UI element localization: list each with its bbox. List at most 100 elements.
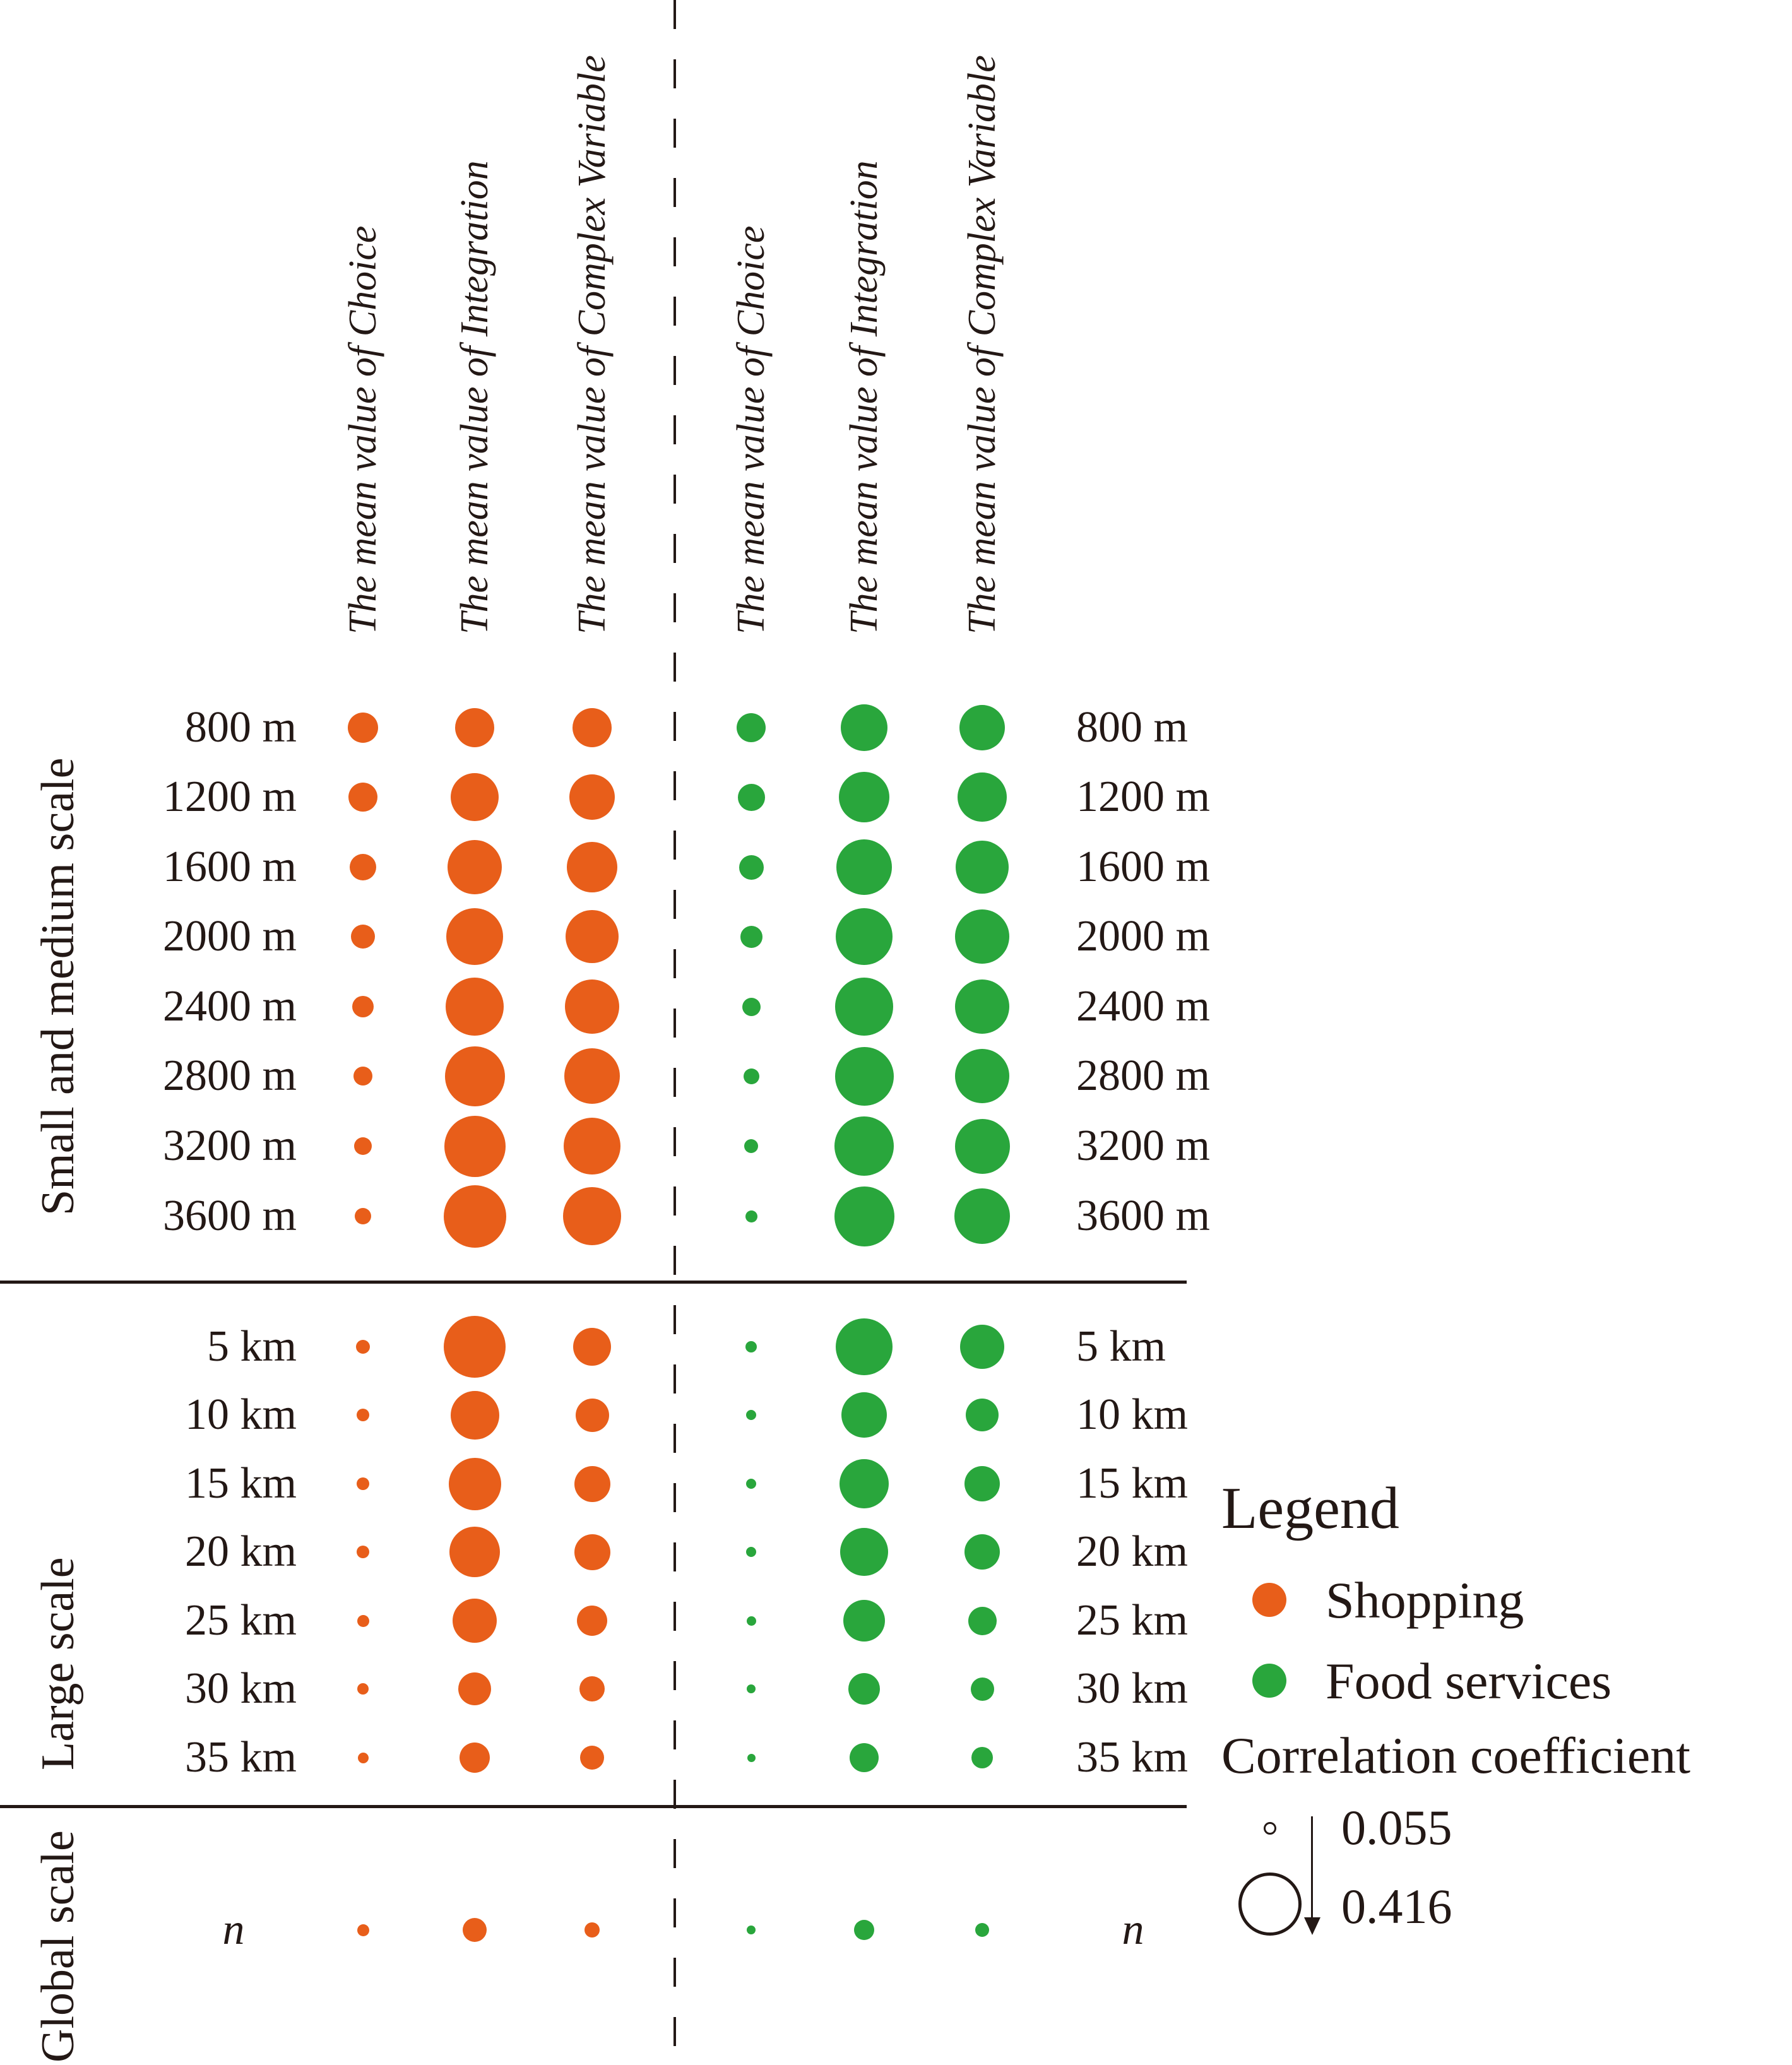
correlation-bubble [567, 842, 617, 892]
correlation-bubble [463, 1918, 487, 1942]
correlation-bubble [975, 1923, 989, 1937]
correlation-bubble [455, 708, 494, 747]
correlation-bubble [836, 1318, 893, 1375]
size-scale-max-circle-icon [1238, 1873, 1302, 1936]
correlation-bubble [841, 1392, 887, 1438]
correlation-bubble [964, 1466, 1000, 1501]
correlation-bubble [580, 1746, 604, 1770]
correlation-bubble [584, 1922, 600, 1938]
correlation-bubble [956, 841, 1009, 894]
correlation-bubble [573, 708, 612, 747]
column-header: The mean value of Choice [341, 225, 384, 634]
legend-size-title: Correlation coefficient [1221, 1727, 1691, 1784]
row-label-right: 2000 m [1076, 912, 1210, 961]
row-label-left: 2400 m [163, 982, 297, 1031]
legend-title: Legend [1221, 1476, 1399, 1541]
size-scale-arrow [1311, 1816, 1313, 1920]
correlation-bubble [446, 978, 504, 1036]
correlation-bubble [746, 1479, 756, 1489]
correlation-bubble [448, 1457, 501, 1510]
food-services-swatch-icon [1252, 1664, 1286, 1698]
correlation-bubble [564, 1118, 620, 1175]
correlation-bubble [839, 772, 889, 822]
correlation-bubble [836, 908, 893, 965]
row-label-left: 30 km [185, 1664, 297, 1713]
row-label-left: 15 km [185, 1459, 297, 1508]
row-label-left: n [222, 1905, 245, 1954]
correlation-bubble [954, 1118, 1010, 1174]
row-label-right: 2400 m [1076, 982, 1210, 1031]
correlation-bubble [444, 1316, 506, 1378]
row-label-right: 10 km [1076, 1390, 1188, 1439]
correlation-bubble [564, 1048, 620, 1104]
correlation-bubble [971, 1747, 993, 1768]
row-label-right: 3600 m [1076, 1192, 1210, 1240]
correlation-bubble [737, 713, 766, 742]
correlation-bubble [850, 1743, 879, 1772]
correlation-bubble [563, 1187, 621, 1245]
correlation-bubble [964, 1534, 1000, 1570]
correlation-bubble [848, 1673, 880, 1705]
correlation-bubble [444, 1115, 506, 1177]
correlation-bubble [834, 1186, 894, 1246]
shopping-swatch-icon [1252, 1583, 1286, 1617]
correlation-bubble [955, 979, 1009, 1034]
size-scale-min-value: 0.055 [1341, 1800, 1452, 1855]
correlation-bubble [843, 1600, 885, 1642]
correlation-bubble [854, 1920, 874, 1940]
row-label-left: 5 km [207, 1322, 297, 1371]
correlation-bubble [966, 1399, 999, 1431]
correlation-bubble [958, 772, 1007, 822]
correlation-bubble [357, 1924, 369, 1936]
correlation-bubble [835, 978, 893, 1036]
correlation-bubble [746, 1616, 756, 1626]
row-label-right: 2800 m [1076, 1051, 1210, 1100]
row-label-right: 3200 m [1076, 1121, 1210, 1170]
correlation-bubble [448, 840, 502, 894]
correlation-bubble [569, 774, 615, 820]
correlation-bubble [577, 1606, 607, 1636]
correlation-bubble [834, 1046, 894, 1106]
correlation-bubble [742, 997, 761, 1016]
correlation-bubble [357, 1546, 369, 1558]
correlation-bubble [356, 1340, 370, 1354]
row-label-left: 1200 m [163, 772, 297, 821]
correlation-bubble [350, 854, 376, 880]
legend-item-shopping: Shopping [1326, 1571, 1524, 1629]
correlation-bubble [348, 713, 378, 743]
correlation-bubble [354, 1137, 372, 1155]
correlation-bubble [841, 704, 887, 751]
row-label-left: 35 km [185, 1733, 297, 1782]
correlation-bubble [451, 773, 499, 821]
correlation-bubble [834, 1116, 894, 1176]
correlation-bubble [357, 1614, 369, 1627]
row-label-left: 1600 m [163, 843, 297, 891]
correlation-bubble [968, 1606, 997, 1635]
correlation-bubble [955, 1049, 1009, 1103]
correlation-bubble [357, 1477, 369, 1490]
correlation-bubble [579, 1676, 605, 1701]
correlation-bubble [450, 1390, 499, 1440]
correlation-bubble [745, 1341, 757, 1352]
row-label-right: 1600 m [1076, 843, 1210, 891]
column-header: The mean value of Integration [453, 160, 496, 634]
correlation-bubble [746, 1410, 756, 1420]
correlation-bubble [745, 1210, 757, 1222]
correlation-bubble [970, 1677, 994, 1701]
row-label-left: 20 km [185, 1527, 297, 1576]
row-label-left: 10 km [185, 1390, 297, 1439]
correlation-bubble [959, 705, 1005, 750]
correlation-bubble [954, 1188, 1010, 1244]
row-label-left: 3200 m [163, 1121, 297, 1170]
size-scale-min-circle-icon [1264, 1822, 1276, 1835]
row-label-right: 25 km [1076, 1596, 1188, 1645]
row-label-left: 800 m [185, 703, 297, 752]
column-header: The mean value of Integration [843, 160, 886, 634]
correlation-bubble [574, 1465, 610, 1502]
correlation-bubble [357, 1683, 369, 1695]
row-label-left: 3600 m [163, 1192, 297, 1240]
row-label-right: 1200 m [1076, 772, 1210, 821]
row-label-left: 2000 m [163, 912, 297, 961]
correlation-bubble [575, 1398, 609, 1432]
section-label: Global scale [32, 1830, 84, 2062]
